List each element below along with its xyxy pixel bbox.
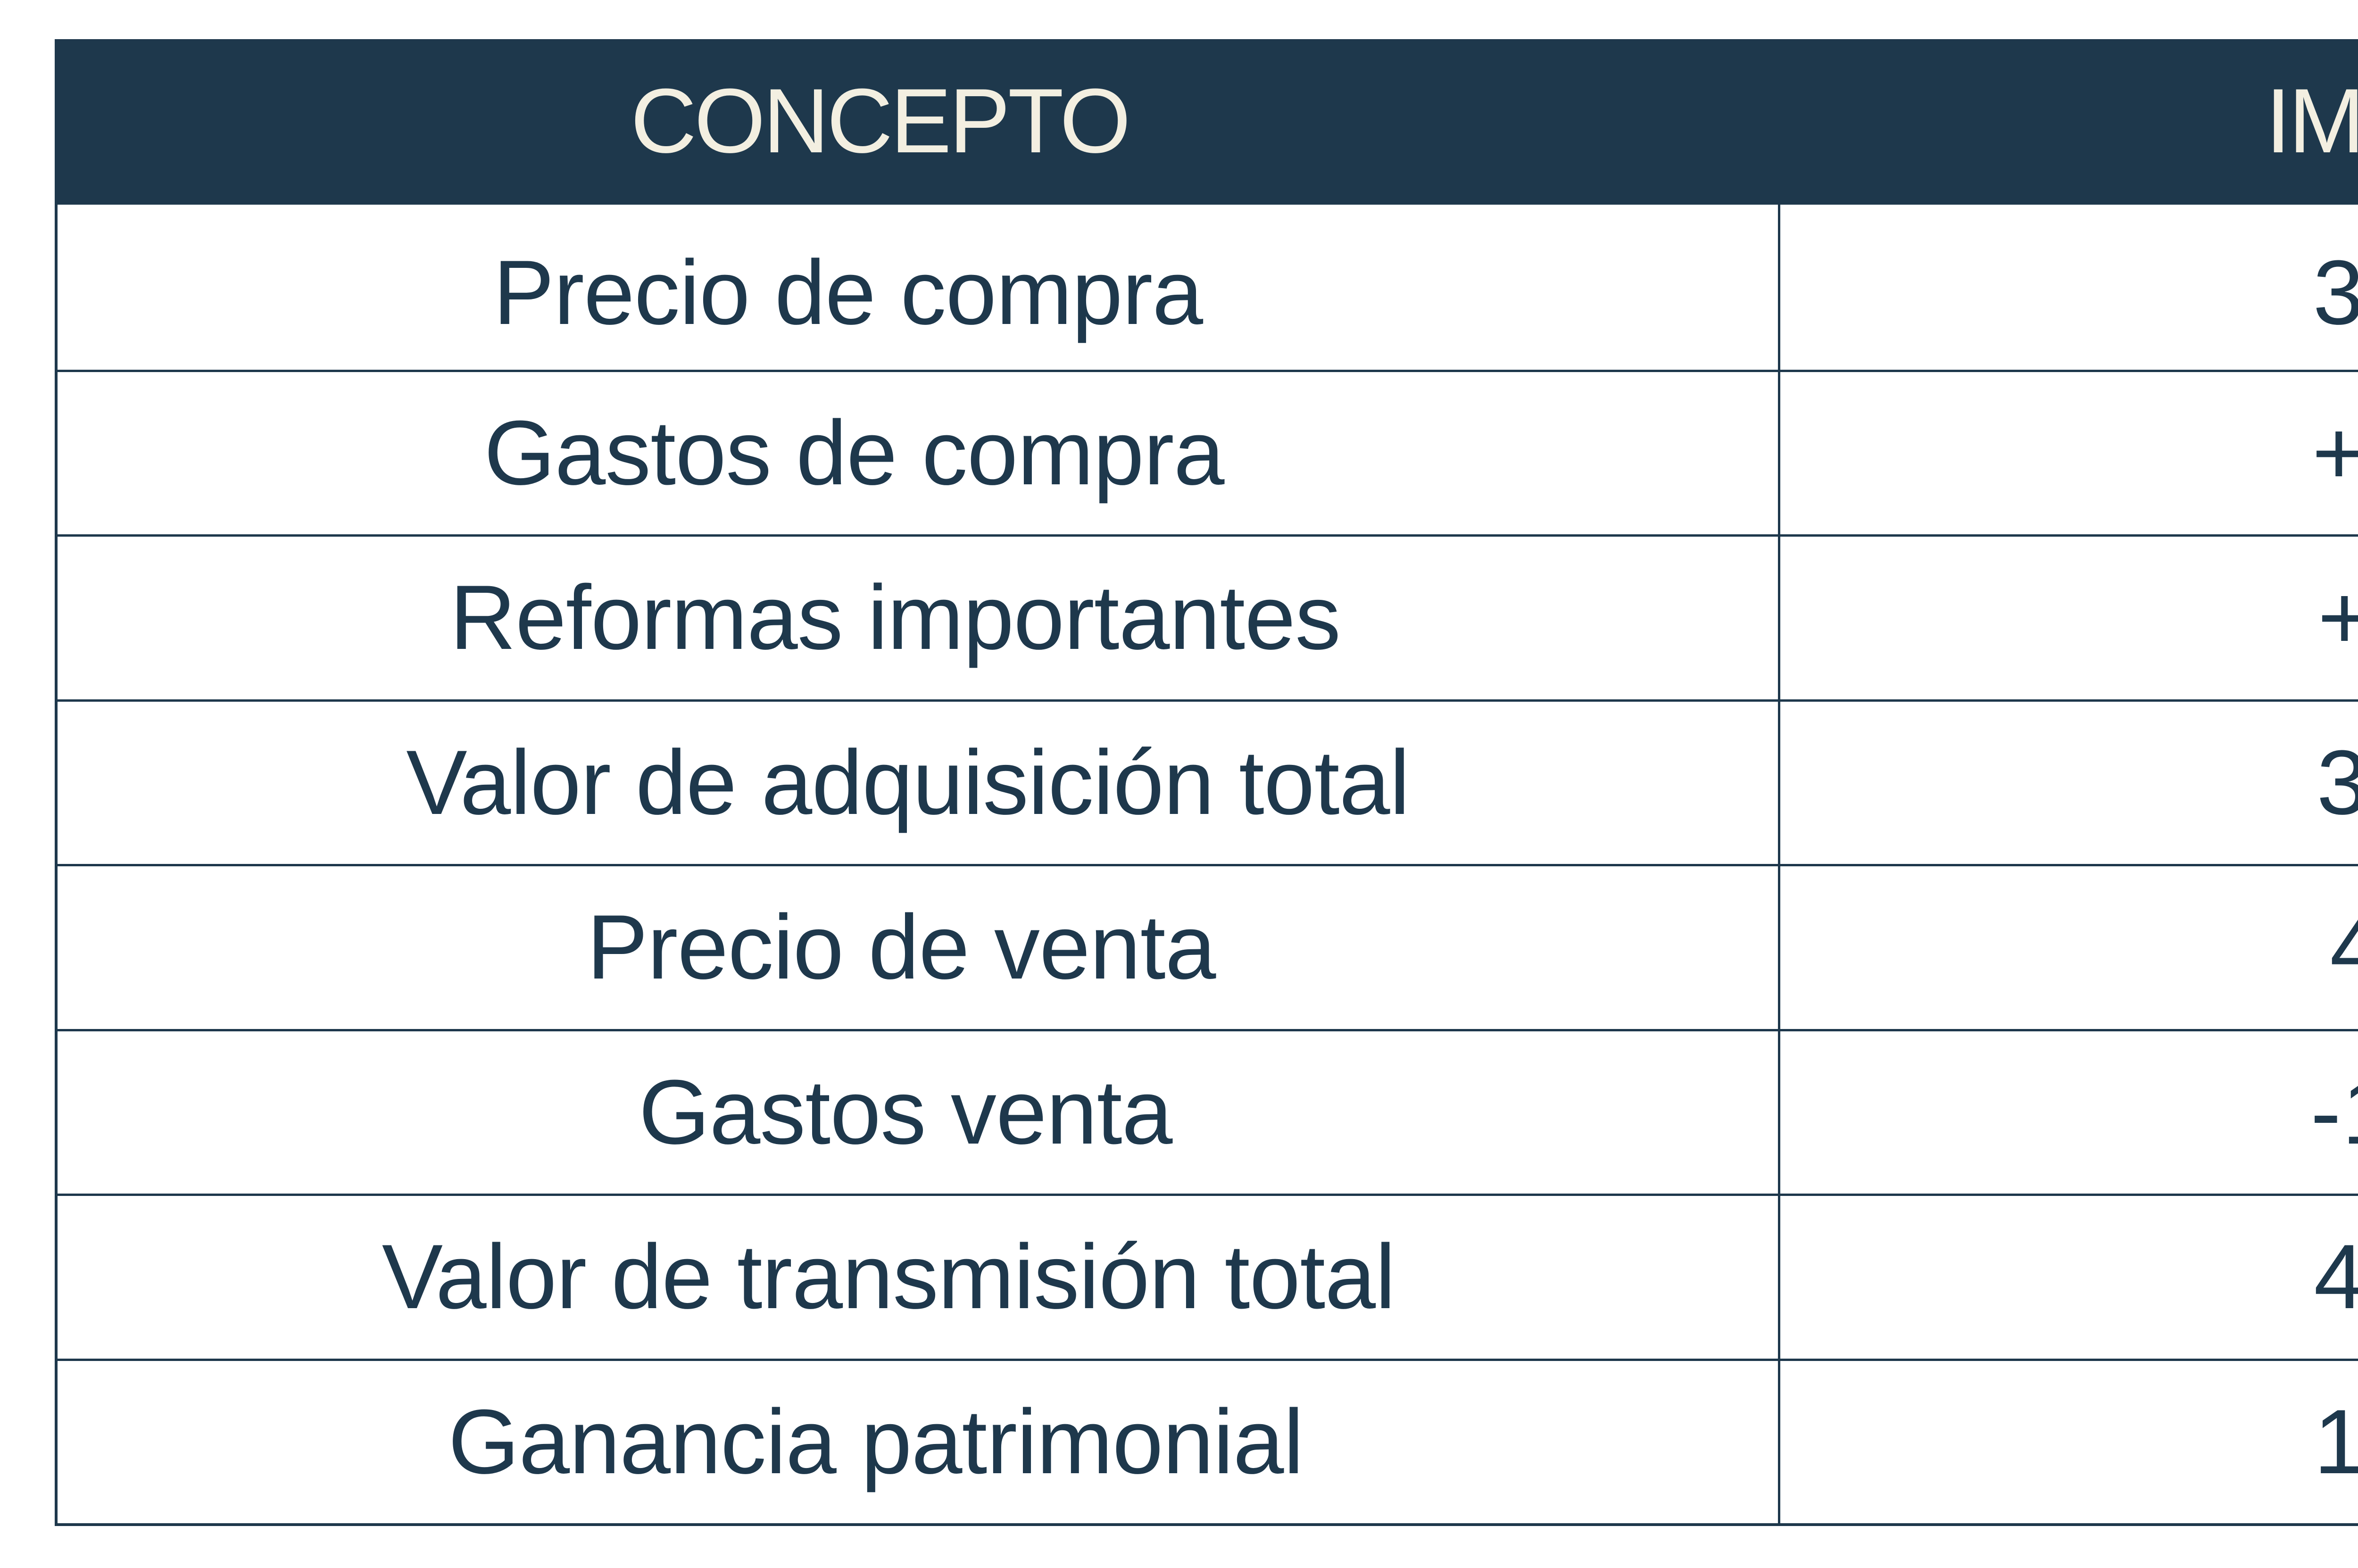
cell-importe: -12.000 xyxy=(1778,1031,2358,1194)
cell-importe: +15.000 xyxy=(1778,372,2358,534)
cell-concepto: Reformas importantes xyxy=(58,537,1778,699)
concepto-text: Valor de transmisión total xyxy=(382,1226,1396,1328)
cell-importe: 335.000 xyxy=(1778,701,2358,864)
table-row: Precio de compra 300.000 xyxy=(58,205,2358,370)
cell-importe: 103.000 xyxy=(1778,1361,2358,1523)
table-row: Valor de transmisión total 438.000 xyxy=(58,1194,2358,1359)
cell-importe: 438.000 xyxy=(1778,1196,2358,1359)
table-row: Gastos de compra +15.000 xyxy=(58,369,2358,535)
concepto-text: Reformas importantes xyxy=(449,566,1341,669)
cell-concepto: Valor de adquisición total xyxy=(58,702,1778,864)
cell-concepto: Gastos venta xyxy=(58,1031,1778,1194)
cell-concepto: Precio de venta xyxy=(58,866,1778,1029)
table-row: Valor de adquisición total 335.000 xyxy=(58,699,2358,864)
concepto-text: Gastos de compra xyxy=(484,401,1224,504)
concepto-text: Gastos venta xyxy=(639,1061,1172,1163)
table-header-row: CONCEPTO IMPORTE (€) xyxy=(55,39,2358,205)
importe-text: 300.000 xyxy=(2313,241,2358,344)
concepto-text: Valor de adquisición total xyxy=(406,731,1410,834)
cell-concepto: Ganancia patrimonial xyxy=(58,1361,1778,1524)
importe-text: 335.000 xyxy=(2316,731,2358,834)
header-label-concepto: CONCEPTO xyxy=(631,69,1131,172)
header-label-importe: IMPORTE (€) xyxy=(2265,69,2358,172)
importe-text: -12.000 xyxy=(2310,1061,2358,1163)
table-row: Gastos venta -12.000 xyxy=(58,1029,2358,1194)
table-row: Reformas importantes +20.000 xyxy=(58,534,2358,699)
importe-text: 103.000 xyxy=(2314,1390,2358,1493)
cell-importe: +20.000 xyxy=(1778,537,2358,699)
header-cell-concepto: CONCEPTO xyxy=(55,39,1779,205)
table-body: Precio de compra 300.000 Gastos de compr… xyxy=(55,205,2358,1526)
importe-text: 438.000 xyxy=(2314,1226,2358,1328)
concepto-text: Ganancia patrimonial xyxy=(448,1390,1304,1493)
cell-concepto: Precio de compra xyxy=(58,205,1778,370)
importe-text: 450.000 xyxy=(2330,902,2358,993)
concepto-text: Precio de venta xyxy=(587,896,1216,999)
table-row: Precio de venta 450.000 xyxy=(58,864,2358,1029)
header-cell-importe: IMPORTE (€) xyxy=(1779,39,2358,205)
importe-text: +20.000 xyxy=(2317,566,2358,669)
cell-concepto: Valor de transmisión total xyxy=(58,1196,1778,1359)
importe-text: +15.000 xyxy=(2312,401,2358,504)
capital-gain-table: CONCEPTO IMPORTE (€) Precio de compra 30… xyxy=(55,39,2358,1526)
cell-importe: 300.000 xyxy=(1778,205,2358,370)
table-row: Ganancia patrimonial 103.000 xyxy=(58,1358,2358,1524)
cell-importe: 450.000 xyxy=(1778,866,2358,1029)
concepto-text: Precio de compra xyxy=(493,241,1203,344)
cell-concepto: Gastos de compra xyxy=(58,372,1778,535)
